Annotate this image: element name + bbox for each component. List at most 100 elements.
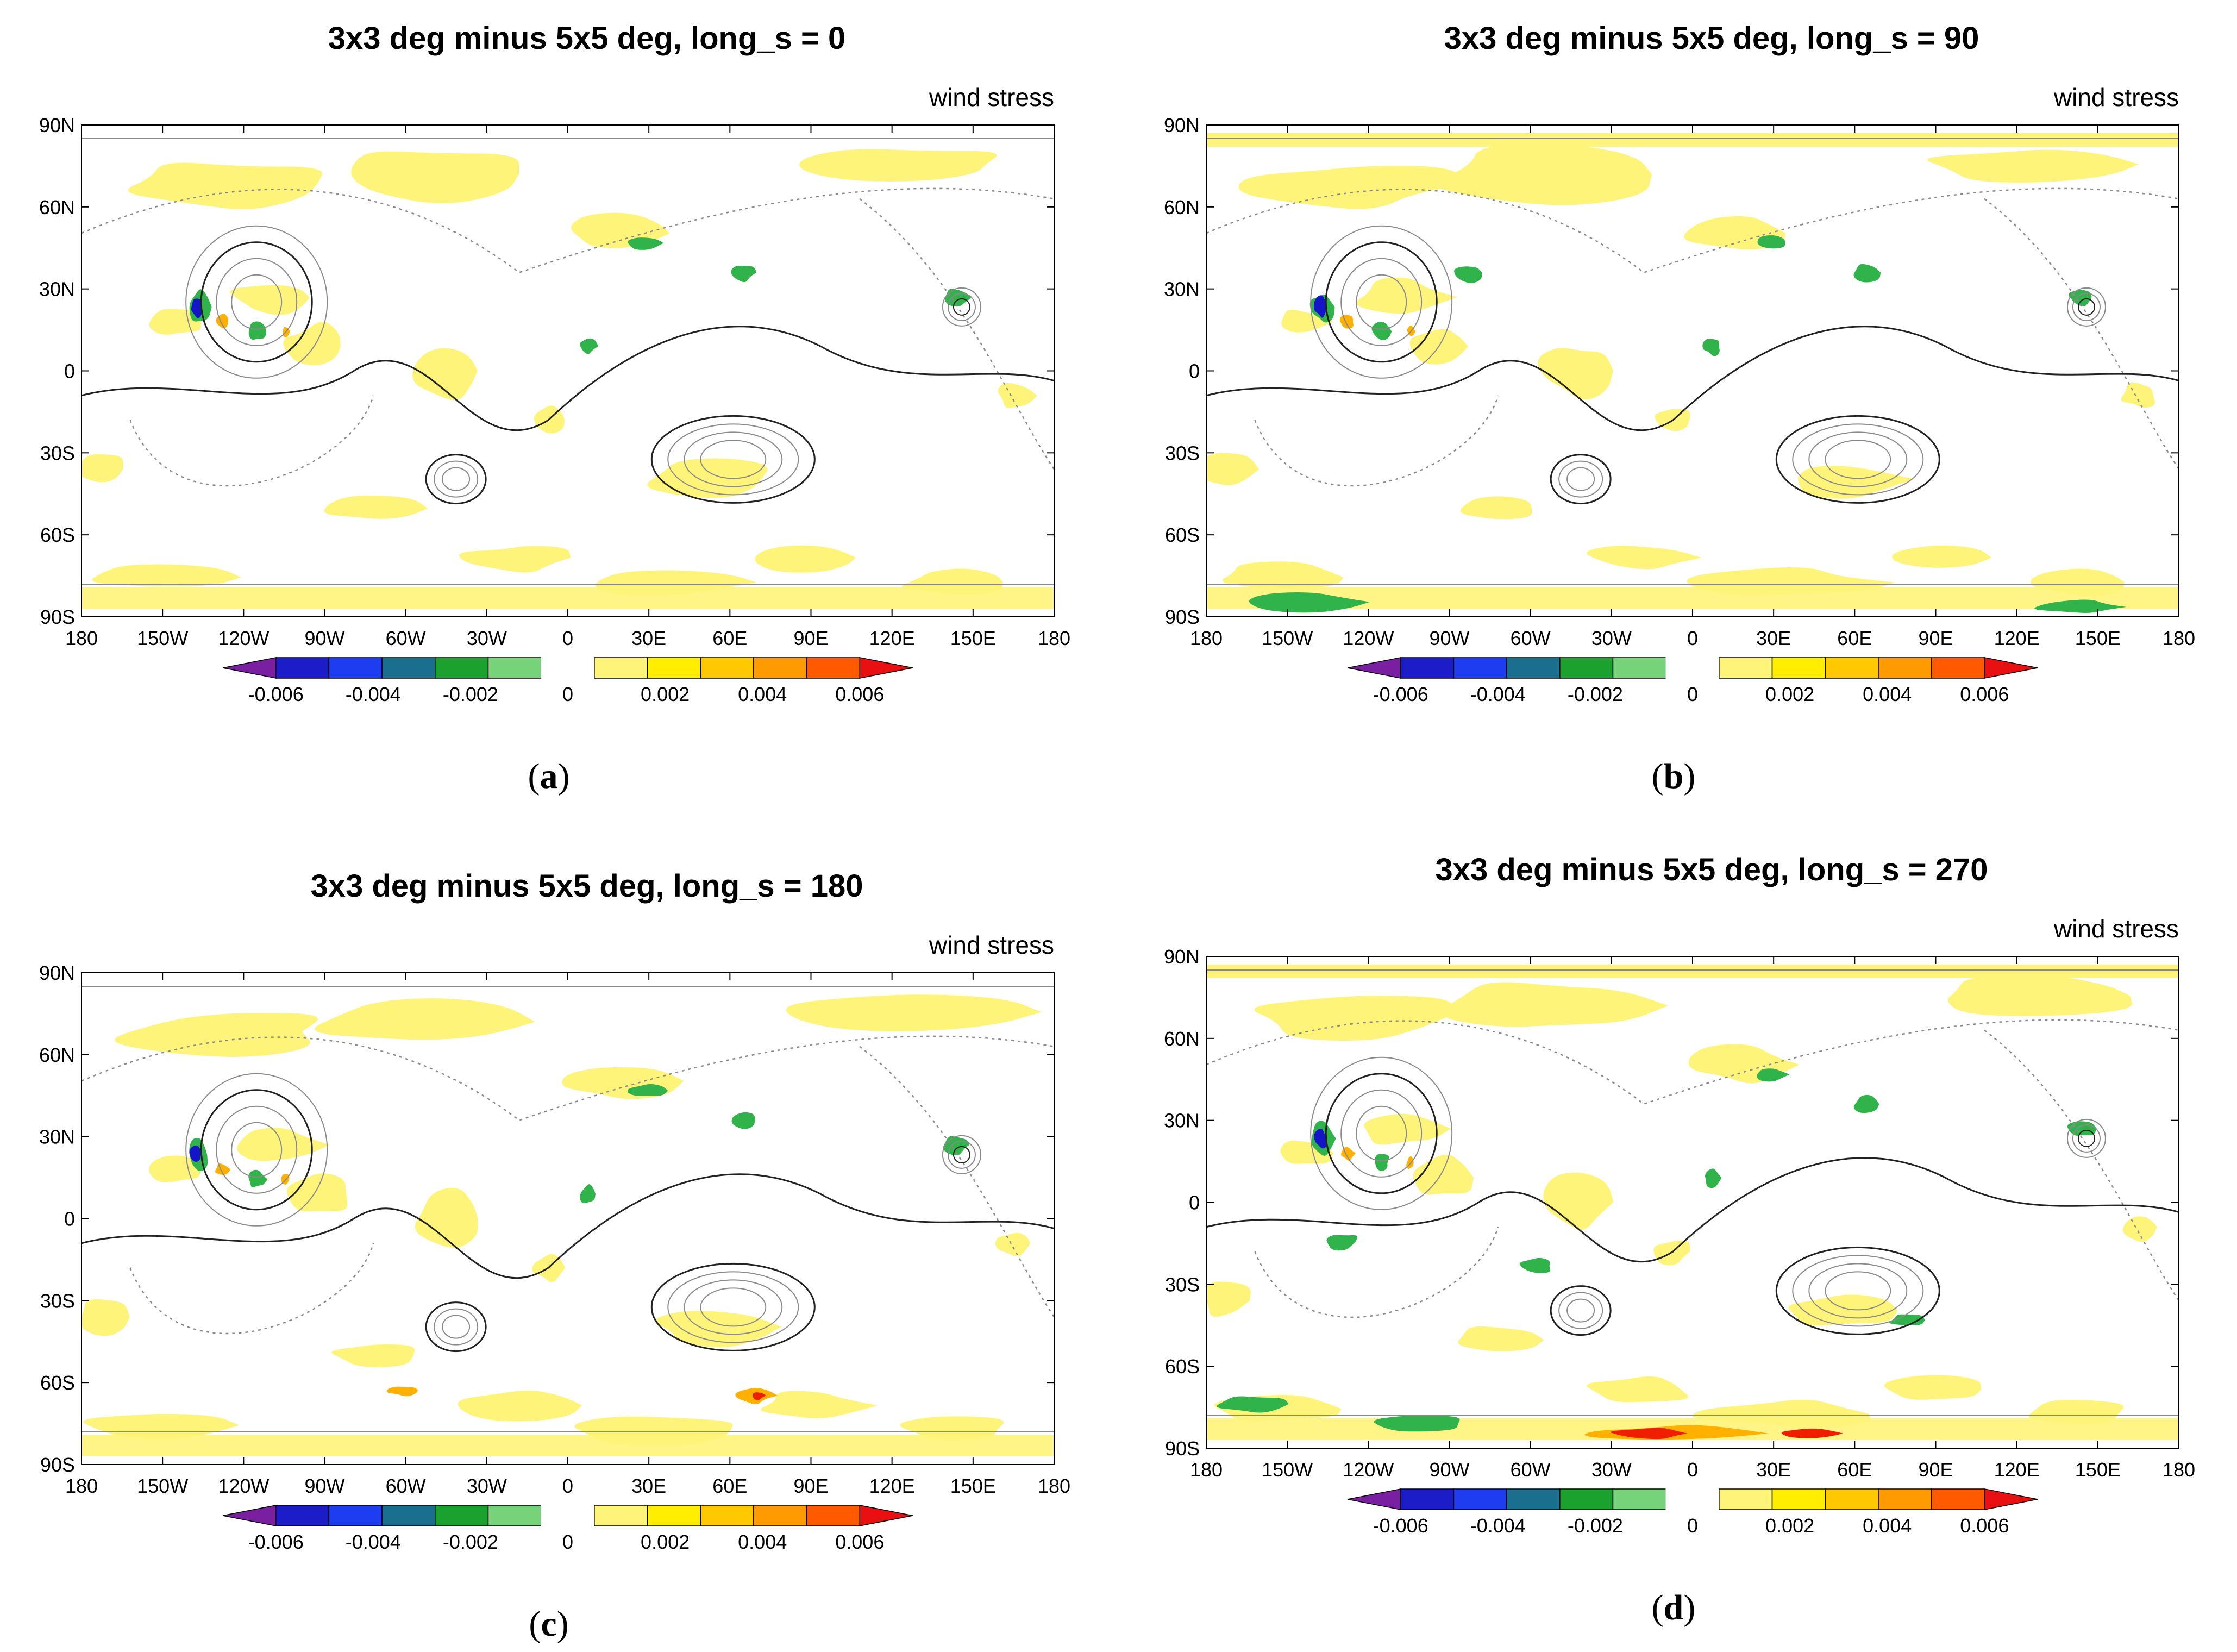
anomaly-negative-region [1705, 1168, 1722, 1188]
anomaly-negative-region [1757, 1068, 1790, 1082]
anomaly-positive-region [230, 285, 310, 315]
contour-negative [859, 198, 1054, 470]
panel-title: 3x3 deg minus 5x5 deg, long_s = 270 [1435, 852, 1988, 887]
anomaly-positive-region [595, 570, 757, 596]
anomaly-positive-region [82, 1299, 130, 1336]
colorbar-swatch [1347, 1488, 1401, 1510]
anomaly-negative-region [1371, 322, 1392, 340]
colorbar-tick-label: 0.006 [835, 1531, 884, 1553]
anomaly-positive-region [1587, 1376, 1688, 1403]
panel-title: 3x3 deg minus 5x5 deg, long_s = 90 [1444, 21, 1979, 56]
anomaly-strong-positive-region [752, 1392, 767, 1400]
colorbar-swatch [222, 657, 277, 679]
lon-tick-label: 120W [218, 1475, 269, 1497]
colorbar-swatch [435, 1505, 489, 1526]
north-polar-band [1206, 965, 2179, 978]
contour-ring [2072, 1124, 2101, 1153]
contour-ring [1550, 454, 1612, 505]
anomaly-positive-region [1238, 166, 1467, 209]
contour-zero [82, 326, 1054, 431]
lon-tick-label: 60W [386, 627, 426, 649]
contour-zero [1206, 1157, 2179, 1263]
lon-tick-label: 30E [1756, 627, 1791, 649]
lat-tick-label: 60N [39, 1044, 75, 1066]
lon-tick-label: 150E [950, 627, 996, 649]
anomaly-positive-region [331, 1344, 415, 1368]
lat-tick-label: 30S [40, 1290, 75, 1312]
colorbar-swatch [1400, 657, 1455, 679]
caption-paren-open: ( [1652, 1588, 1664, 1628]
colorbar-swatch [806, 1505, 861, 1526]
contour-negative [859, 1046, 1054, 1318]
contour-ring [425, 454, 487, 505]
panel-d-svg: 3x3 deg minus 5x5 deg, long_s = 270 wind … [1164, 852, 2195, 1628]
anomaly-positive-region [655, 1311, 782, 1348]
lat-tick-label: 30N [39, 278, 75, 301]
variable-label: wind stress [929, 931, 1054, 959]
contour-ring [442, 1315, 471, 1339]
panel-b: 3x3 deg minus 5x5 deg, long_s = 90 wind s… [1164, 16, 2237, 804]
colorbar-tick-label: 0.004 [738, 683, 787, 705]
anomaly-negative-region [248, 1169, 268, 1188]
colorbar-swatch [594, 657, 648, 679]
anomaly-negative-region [2034, 599, 2127, 614]
colorbar-swatch [806, 657, 861, 679]
lat-tick-label: 60S [1165, 524, 1200, 546]
colorbar-swatch [1771, 1488, 1826, 1510]
lon-tick-label: 180 [1190, 627, 1223, 649]
lon-tick-label: 60E [712, 627, 747, 649]
contour-ring [1325, 1073, 1438, 1194]
anomaly-strong-positive-region [1781, 1428, 1844, 1438]
caption-paren-open: ( [528, 756, 540, 796]
colorbar-tick-label: -0.004 [1470, 683, 1526, 705]
caption-paren-open: ( [1652, 756, 1664, 796]
anomaly-positive-region [1884, 1375, 1982, 1400]
colorbar-swatch [1506, 657, 1561, 679]
anomaly-negative-region [1853, 1094, 1879, 1113]
colorbar-tick-label: 0 [562, 1531, 573, 1553]
anomaly-positive-region [1222, 561, 1344, 589]
lat-tick-label: 90N [1164, 114, 1200, 136]
contour-ring [700, 440, 767, 479]
lon-tick-label: 30W [467, 627, 507, 649]
anomaly-positive-region [755, 545, 856, 573]
colorbar-tick-label: 0.006 [1960, 1515, 2009, 1537]
north-polar-band [1206, 133, 2179, 147]
colorbar-tick-label: -0.002 [443, 683, 498, 705]
lon-tick-label: 180 [65, 1475, 98, 1497]
colorbar-swatch [1825, 1488, 1879, 1510]
anomaly-negative-region [1454, 266, 1482, 283]
anomaly-positive-region [1206, 1281, 1251, 1317]
anomaly-negative-region [1374, 1154, 1389, 1171]
lon-tick-label: 60E [712, 1475, 747, 1497]
anomaly-positive-region [82, 454, 123, 483]
contour-ring [1775, 1246, 1940, 1335]
anomaly-positive-region [1692, 1399, 1870, 1428]
lon-tick-label: 30E [631, 1475, 666, 1497]
contour-negative [1206, 187, 2179, 273]
lat-tick-label: 30N [39, 1126, 75, 1148]
colorbar-swatch [859, 1505, 913, 1526]
colorbar-tick-label: -0.002 [1568, 683, 1623, 705]
contour-ring [947, 1140, 976, 1169]
contour-ring [1310, 1056, 1453, 1210]
anomaly-strong-positive-region [1339, 315, 1354, 329]
colorbar-tick-label: 0.002 [641, 683, 690, 705]
contour-ring [2077, 298, 2095, 316]
anomaly-positive-region [148, 1155, 201, 1183]
lon-tick-label: 30W [1591, 1459, 1632, 1481]
lon-tick-label: 60W [1511, 627, 1551, 649]
lat-tick-label: 90S [40, 606, 75, 628]
anomaly-positive-region [115, 1012, 318, 1057]
anomaly-positive-region [901, 568, 1004, 595]
map-layer [1206, 965, 2179, 1440]
contour-ring [650, 415, 816, 504]
anomaly-positive-region [995, 1232, 1031, 1257]
colorbar-swatch [1400, 1488, 1455, 1510]
contour-ring [953, 1146, 970, 1163]
panel-b-svg: 3x3 deg minus 5x5 deg, long_s = 90 wind s… [1164, 21, 2195, 796]
lon-tick-label: 90W [304, 627, 344, 649]
lon-tick-label: 90E [1918, 1459, 1953, 1481]
lon-tick-label: 60E [1837, 627, 1872, 649]
anomaly-negative-region [944, 289, 973, 307]
